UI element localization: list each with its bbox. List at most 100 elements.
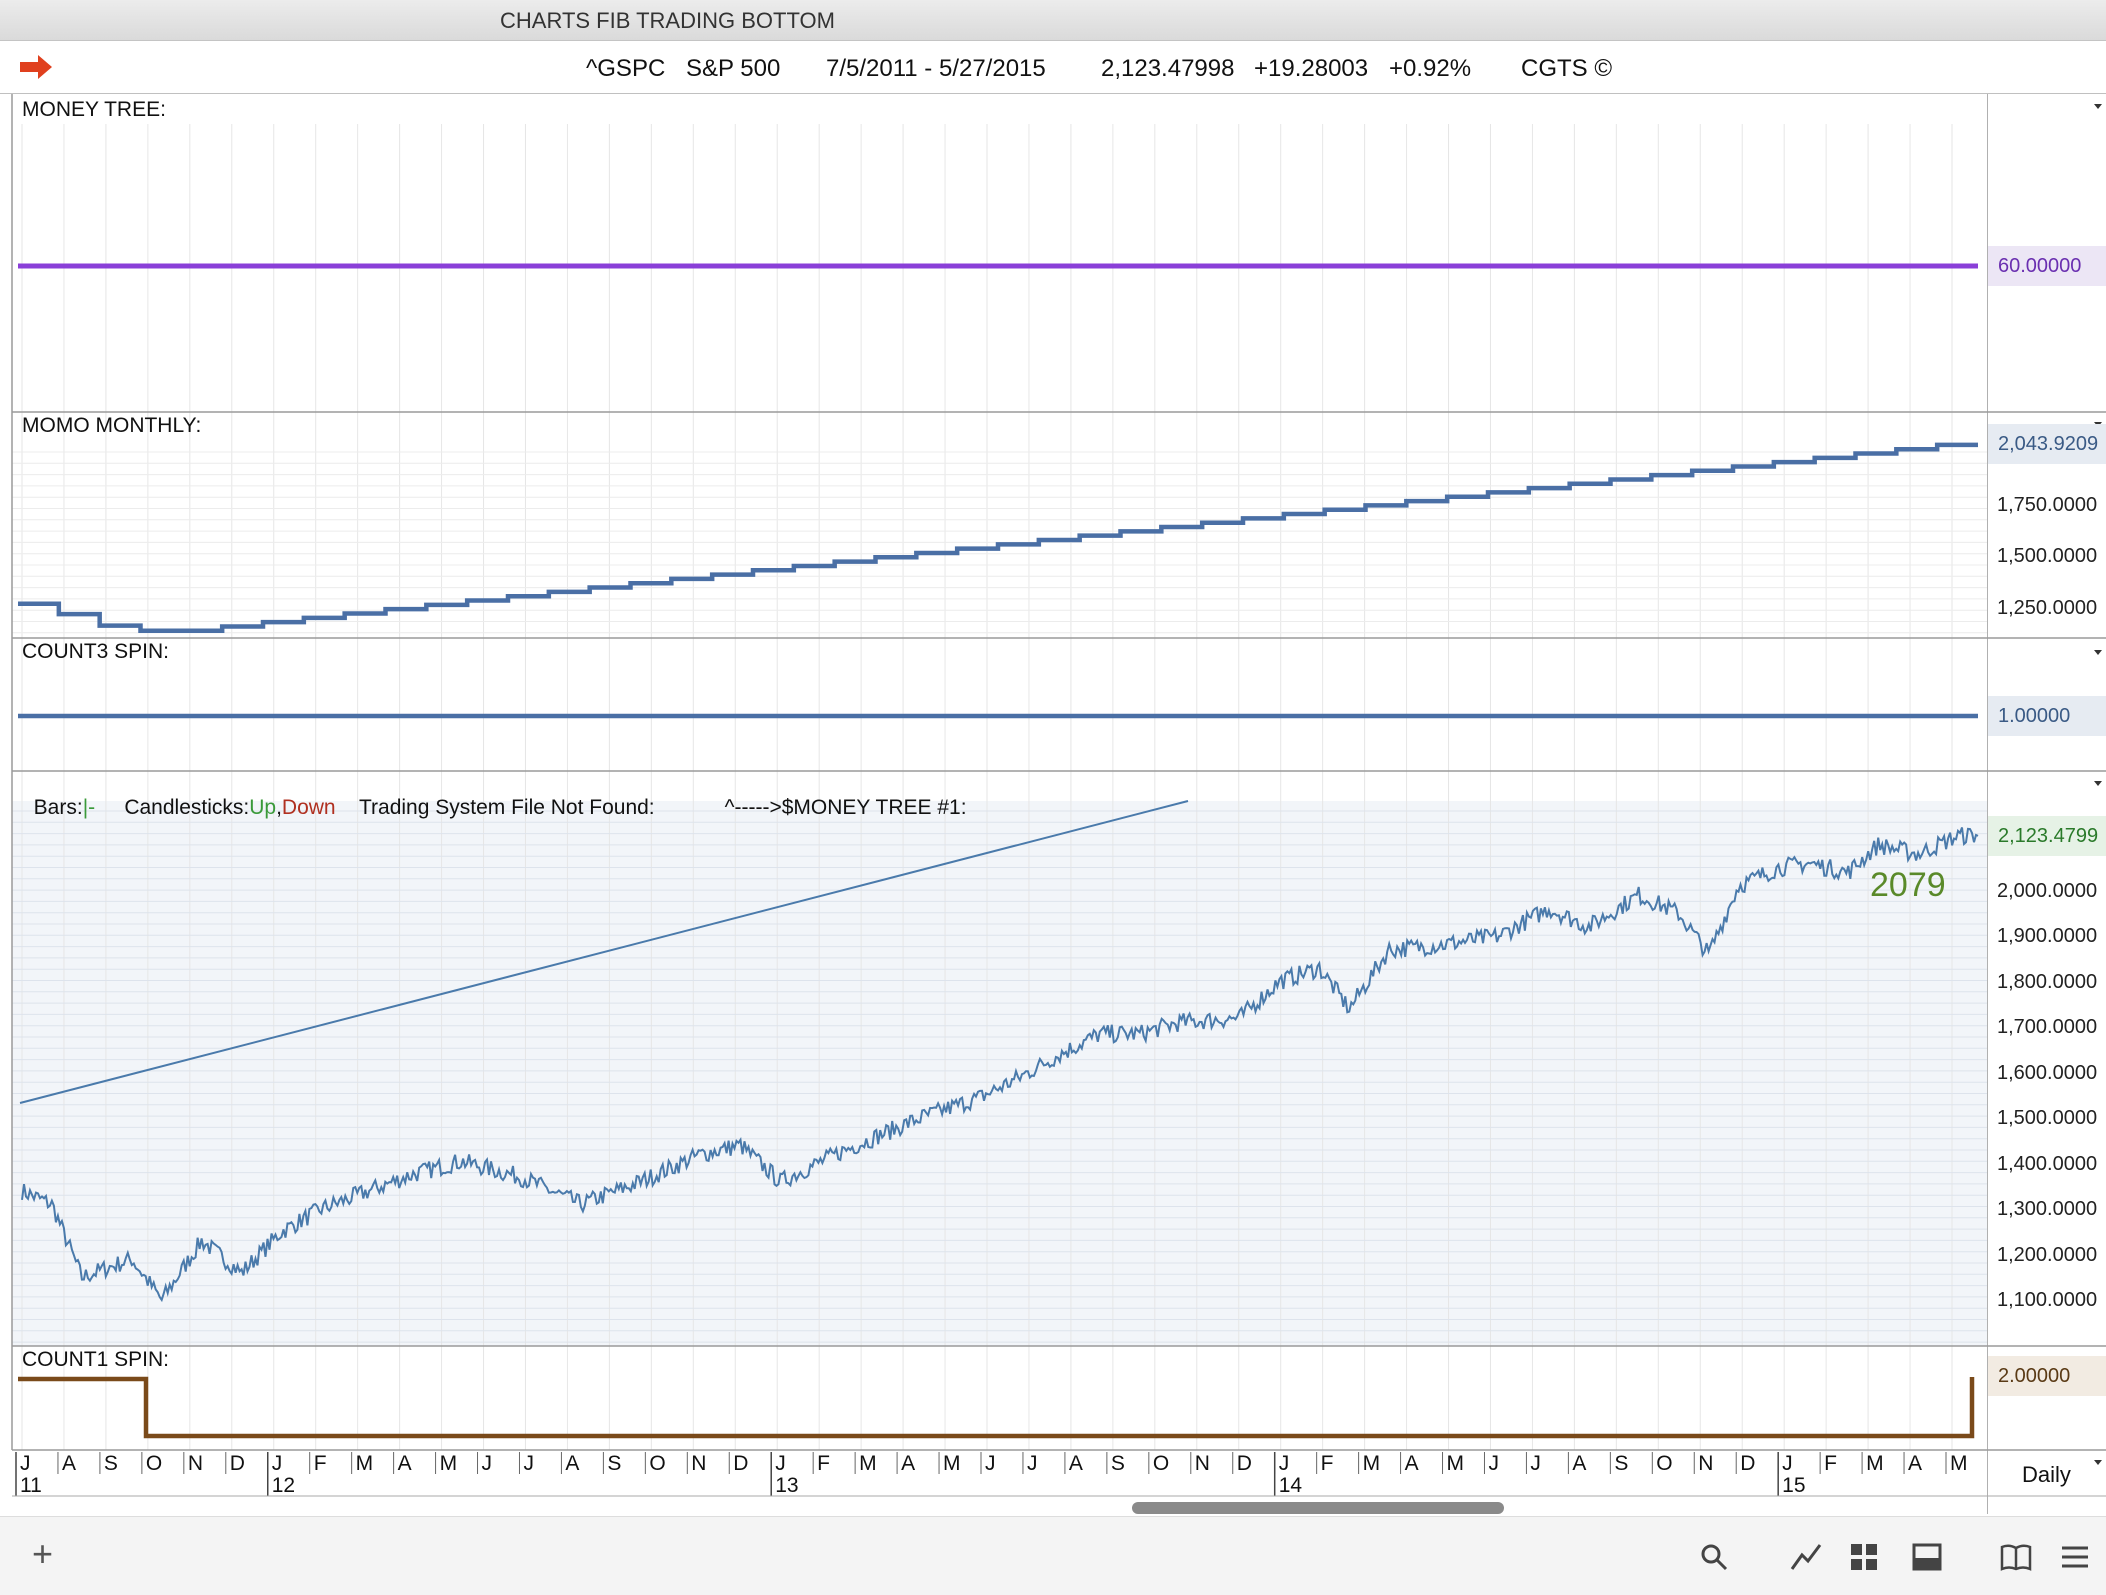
month-label: N [1698, 1452, 1714, 1475]
money-tree-label: MONEY TREE: [22, 98, 166, 121]
month-label: A [397, 1452, 412, 1475]
panel-menu-caret [2094, 650, 2102, 655]
price-tick: 1,800.0000 [1997, 971, 2098, 993]
window-title: CHARTS FIB TRADING BOTTOM [500, 8, 835, 33]
window-titlebar: CHARTS FIB TRADING BOTTOM [0, 0, 2106, 41]
month-label: A [565, 1452, 580, 1475]
last-price: 2,123.47998 [1101, 55, 1235, 82]
value-axis[interactable] [1987, 94, 2106, 1514]
month-label: M [1362, 1452, 1381, 1475]
month-label: N [1194, 1452, 1210, 1475]
price-tick: 1,500.0000 [1997, 1107, 2098, 1129]
month-label: O [145, 1452, 163, 1475]
money-tree-value-tag: 60.00000 [1988, 246, 2106, 286]
month-label: S [1614, 1452, 1629, 1475]
year-label: 13 [775, 1474, 799, 1497]
momo-monthly-line [18, 442, 1978, 634]
month-label: M [439, 1452, 458, 1475]
legend-bars-mark: |- [82, 796, 96, 819]
money-tree-trendline [19, 800, 1189, 1104]
symbol-info-bar: ^GSPC S&P 500 7/5/2011 - 5/27/2015 2,123… [0, 41, 2106, 94]
menu-icon[interactable] [2060, 1545, 2090, 1569]
search-icon[interactable] [1700, 1543, 1728, 1571]
grid-icon[interactable] [1850, 1543, 1878, 1571]
legend-tsf: Trading System File Not Found: [358, 796, 655, 819]
year-label: 11 [20, 1474, 42, 1497]
price-legend: Bars:|- Candlesticks:Up,Down Trading Sys… [33, 796, 967, 819]
price-change-pct: +0.92% [1389, 55, 1472, 82]
legend-candles: Candlesticks: [124, 796, 250, 819]
year-label: 14 [1278, 1474, 1303, 1497]
month-label: F [1824, 1452, 1837, 1475]
month-label: J [1026, 1452, 1038, 1475]
month-label: M [1950, 1452, 1968, 1475]
panel-menu-caret [2094, 1460, 2102, 1465]
price-annotation: 2079 [1870, 866, 1946, 904]
month-label: S [103, 1452, 118, 1475]
month-label: O [1152, 1452, 1170, 1475]
panel-icon[interactable] [1912, 1543, 1942, 1571]
red-arrow-icon[interactable] [20, 55, 52, 79]
month-label: N [187, 1452, 203, 1475]
month-label: A [1572, 1452, 1587, 1475]
count1-spin-value-tag: 2.00000 [1988, 1356, 2106, 1396]
price-panel-bg [12, 801, 1987, 1346]
month-label: D [229, 1452, 245, 1475]
month-label: N [691, 1452, 707, 1475]
price-tick: 2,000.0000 [1997, 880, 2098, 902]
legend-down: Down [281, 796, 336, 819]
price-tick: 1,600.0000 [1997, 1062, 2098, 1084]
month-label: M [859, 1452, 877, 1475]
legend-money-tree: ^----->$MONEY TREE #1: [724, 796, 967, 819]
month-label: F [313, 1452, 327, 1475]
month-label: M [943, 1452, 961, 1475]
month-label: A [61, 1452, 76, 1475]
month-label: J [523, 1452, 534, 1475]
year-label: 15 [1782, 1474, 1806, 1497]
month-label: J [1278, 1452, 1290, 1475]
month-label: D [733, 1452, 749, 1475]
count1-spin-line [18, 1376, 1975, 1439]
month-label: S [607, 1452, 622, 1475]
price-tick: 1,100.0000 [1997, 1289, 2098, 1311]
month-label: S [1110, 1452, 1125, 1475]
price-tick: 1,300.0000 [1997, 1198, 2098, 1220]
month-label: M [1446, 1452, 1465, 1475]
month-label: J [20, 1452, 31, 1475]
month-label: D [1236, 1452, 1252, 1475]
month-label: M [1866, 1452, 1884, 1475]
price-tick: 1,200.0000 [1997, 1244, 2098, 1266]
count3-spin-label: COUNT3 SPIN: [22, 640, 170, 663]
month-label: D [1740, 1452, 1756, 1475]
price-line [21, 827, 1979, 1303]
symbol: ^GSPC [586, 55, 666, 82]
add-button[interactable]: + [32, 1533, 54, 1574]
month-label: J [1530, 1452, 1541, 1475]
momo-tick: 1,500.0000 [1997, 545, 2098, 567]
period-selector[interactable]: Daily [2022, 1462, 2071, 1487]
data-source: CGTS © [1521, 55, 1613, 82]
count3-spin-value-tag: 1.00000 [1988, 696, 2106, 736]
year-label: 12 [271, 1474, 296, 1497]
price-tick: 1,900.0000 [1997, 925, 2098, 947]
panel-menu-caret [2094, 104, 2102, 109]
month-label: O [1656, 1452, 1673, 1475]
month-label: F [817, 1452, 830, 1475]
price-last-value-tag: 2,123.4799 [1988, 816, 2106, 856]
month-label: A [901, 1452, 916, 1475]
horizontal-scrollbar[interactable] [1132, 1502, 1504, 1514]
month-label: O [649, 1452, 666, 1475]
month-label: J [985, 1452, 996, 1475]
month-label: J [481, 1452, 493, 1475]
bottom-toolbar: + [0, 1516, 2106, 1595]
legend-up: Up [249, 796, 277, 819]
momo-monthly-value-tag: 2,043.9209 [1988, 424, 2106, 464]
book-icon[interactable] [2000, 1543, 2032, 1571]
month-label: A [1068, 1452, 1083, 1475]
price-change: +19.28003 [1254, 55, 1369, 82]
momo-monthly-label: MOMO MONTHLY: [22, 414, 202, 437]
price-tick: 1,400.0000 [1997, 1153, 2098, 1175]
draw-line-icon[interactable] [1790, 1541, 1822, 1573]
month-label: M [355, 1452, 374, 1475]
